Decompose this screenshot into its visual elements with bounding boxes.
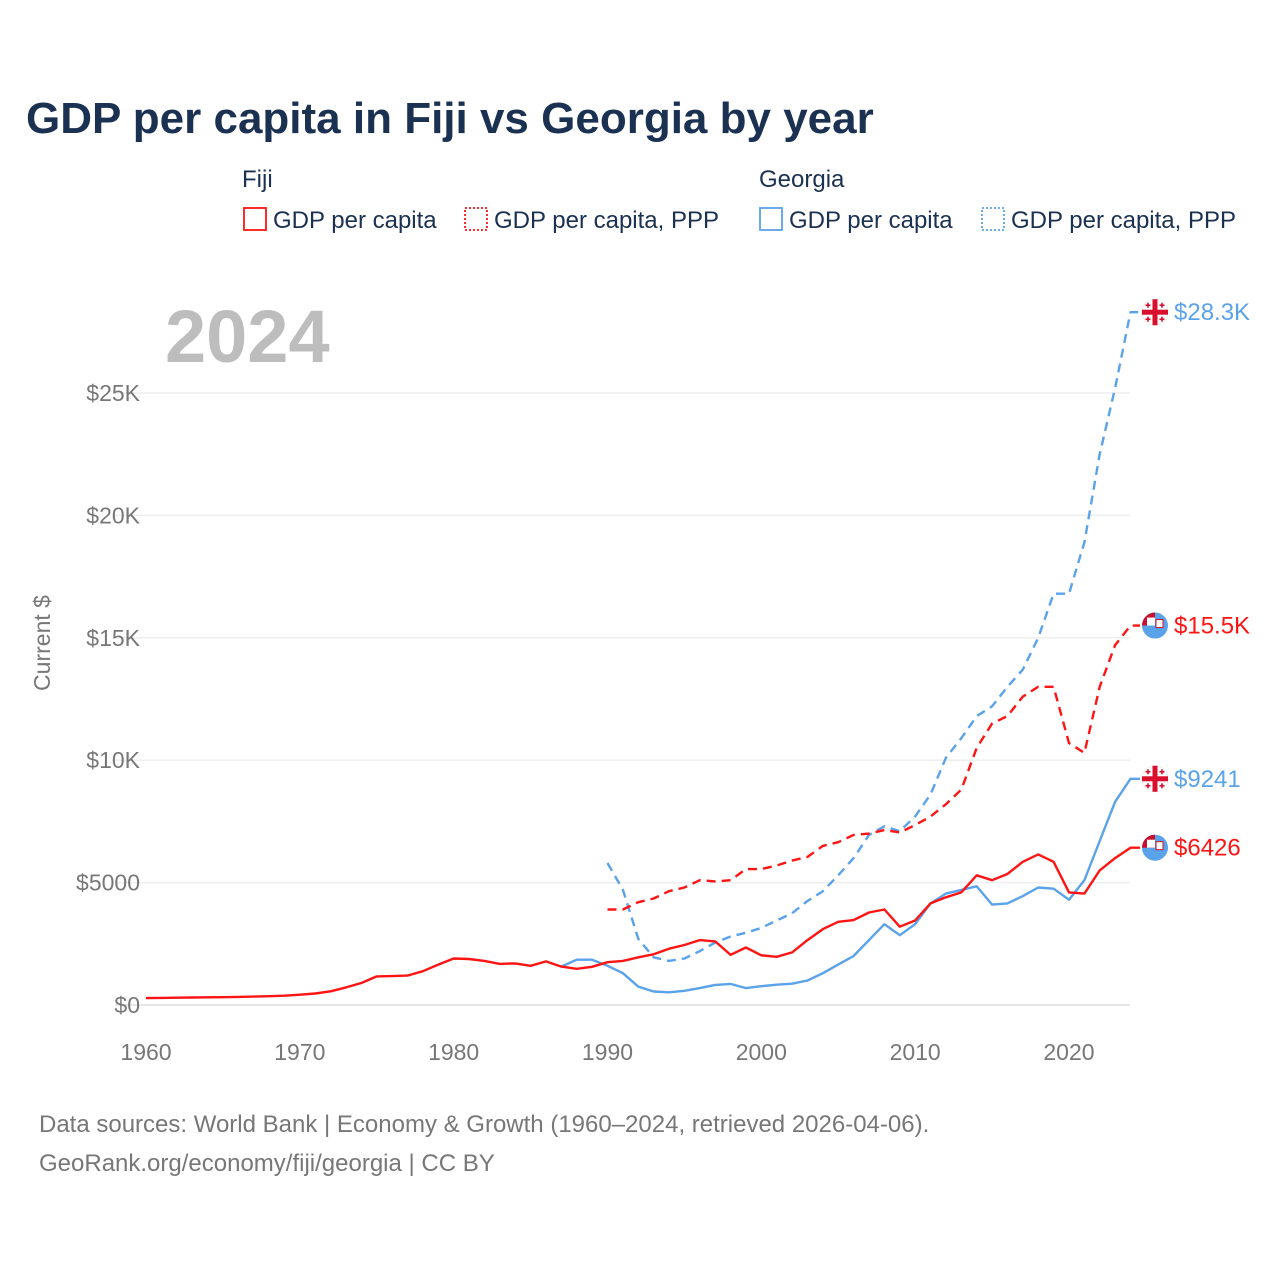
- x-tick-label: 1990: [582, 1039, 633, 1065]
- end-value-label: $9241: [1174, 766, 1241, 793]
- end-value-label: $6426: [1174, 835, 1241, 862]
- y-axis: $0 $5000 $10K $15K $20K $25K: [76, 380, 141, 1018]
- x-tick-label: 1980: [428, 1039, 479, 1065]
- y-tick-label: $5000: [76, 870, 140, 896]
- series-line: [560, 777, 1140, 994]
- series-line: [145, 846, 1140, 1000]
- fiji-flag-icon: [1142, 834, 1168, 861]
- y-tick-label: $10K: [86, 747, 140, 773]
- x-tick-label: 2020: [1043, 1039, 1094, 1065]
- y-axis-label: Current $: [29, 595, 55, 691]
- end-labels: $28.3K $15.5K $9241 $6426: [1141, 298, 1250, 862]
- georgia-flag-icon: [1141, 298, 1169, 326]
- footer-source: Data sources: World Bank | Economy & Gro…: [39, 1111, 929, 1138]
- end-value-label: $15.5K: [1174, 613, 1250, 640]
- y-tick-label: $15K: [86, 625, 140, 651]
- x-tick-label: 2010: [890, 1039, 941, 1065]
- georgia-flag-icon: [1141, 765, 1169, 793]
- fiji-flag-icon: [1142, 612, 1168, 639]
- legend-swatch: [759, 207, 783, 231]
- y-tick-label: $25K: [86, 380, 140, 406]
- footer-link[interactable]: GeoRank.org/economy/fiji/georgia | CC BY: [39, 1150, 495, 1177]
- legend-item-label[interactable]: GDP per capita: [273, 207, 437, 234]
- legend-item-label[interactable]: GDP per capita: [789, 207, 953, 234]
- legend-item-label[interactable]: GDP per capita, PPP: [494, 207, 719, 234]
- series-lines: [145, 311, 1140, 1000]
- x-tick-label: 1960: [120, 1039, 171, 1065]
- legend-swatch: [464, 207, 488, 231]
- series-line: [607, 624, 1140, 911]
- legend-group-title: Georgia: [759, 166, 845, 193]
- chart-title: GDP per capita in Fiji vs Georgia by yea…: [26, 94, 874, 143]
- legend-swatch: [243, 207, 267, 231]
- y-tick-label: $20K: [86, 502, 140, 528]
- x-tick-label: 1970: [274, 1039, 325, 1065]
- x-tick-label: 2000: [736, 1039, 787, 1065]
- end-value-label: $28.3K: [1174, 299, 1250, 326]
- series-line: [606, 311, 1140, 963]
- x-axis: 1960 1970 1980 1990 2000 2010 2020: [120, 1039, 1094, 1065]
- legend-group-title: Fiji: [242, 166, 273, 193]
- gridlines: [115, 392, 1130, 1006]
- legend-item-label[interactable]: GDP per capita, PPP: [1011, 207, 1236, 234]
- year-watermark: 2024: [165, 295, 330, 378]
- y-tick-label: $0: [114, 992, 140, 1018]
- legend-swatch: [981, 207, 1005, 231]
